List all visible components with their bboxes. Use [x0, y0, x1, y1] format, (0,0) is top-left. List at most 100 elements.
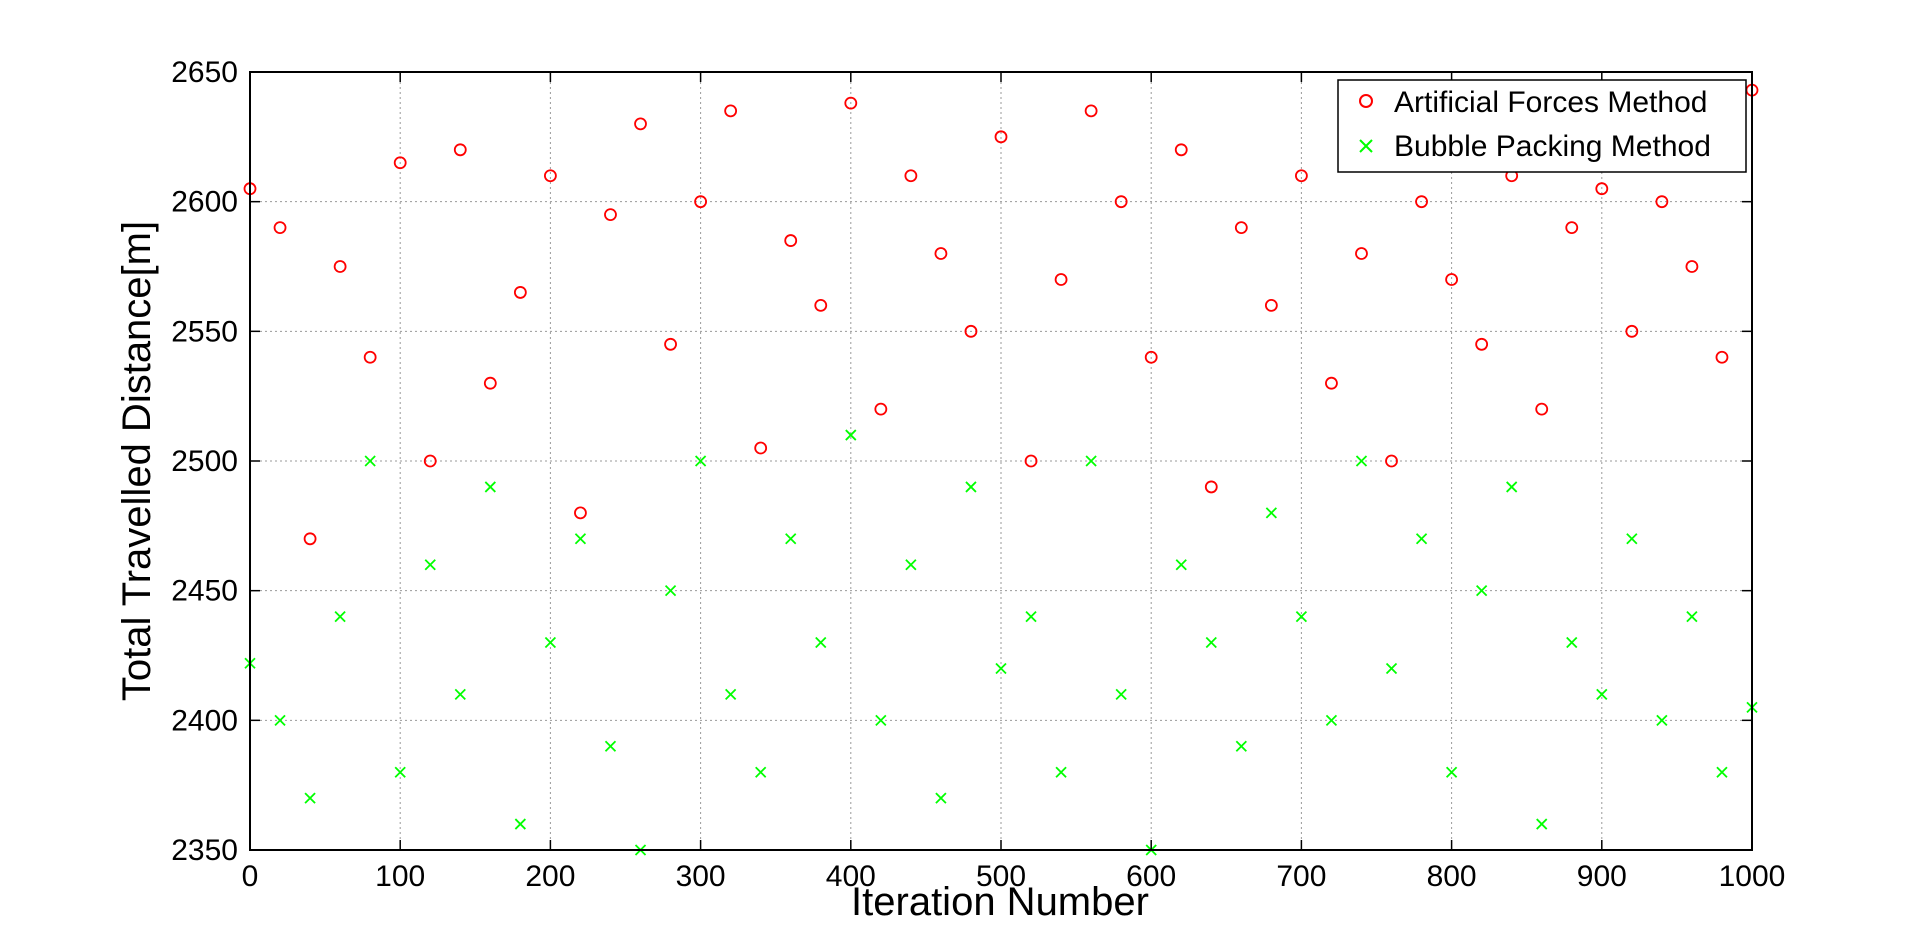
- data-point: [1656, 714, 1668, 726]
- data-point: [1655, 195, 1669, 209]
- data-point: [724, 104, 738, 118]
- data-point: [274, 714, 286, 726]
- y-tick-label: 2550: [171, 315, 238, 348]
- data-point: [423, 454, 437, 468]
- data-point: [1475, 337, 1489, 351]
- data-point: [1565, 221, 1579, 235]
- data-point: [333, 260, 347, 273]
- data-point: [1024, 454, 1038, 468]
- data-point: [1325, 376, 1338, 390]
- data-point: [1054, 273, 1068, 286]
- data-point: [453, 143, 467, 157]
- data-point: [454, 688, 466, 701]
- data-point: [755, 766, 767, 778]
- data-point: [935, 792, 947, 804]
- data-point: [1325, 714, 1338, 726]
- data-point: [904, 169, 918, 183]
- data-point: [844, 96, 858, 110]
- y-tick-label: 2400: [171, 704, 238, 737]
- data-point: [394, 766, 406, 778]
- data-point: [1685, 260, 1699, 273]
- data-point: [303, 532, 317, 546]
- data-point: [1115, 688, 1127, 701]
- series-layer: [243, 83, 1759, 856]
- data-point: [514, 818, 526, 830]
- data-point: [1686, 610, 1698, 623]
- data-point: [604, 740, 617, 752]
- data-point: [1295, 610, 1308, 623]
- x-tick-label: 300: [676, 860, 726, 893]
- data-point: [1084, 104, 1098, 118]
- data-point: [1355, 247, 1368, 260]
- y-tick-label: 2650: [171, 56, 238, 89]
- data-point: [664, 337, 677, 351]
- data-point: [393, 156, 407, 170]
- data-point: [1205, 636, 1217, 649]
- legend-marker-artificial-forces: [1359, 94, 1373, 108]
- data-point: [484, 481, 496, 493]
- data-point: [664, 585, 677, 597]
- data-point: [845, 429, 857, 441]
- data-point: [1355, 455, 1368, 467]
- legend-label-artificial-forces: Artificial Forces Method: [1394, 86, 1707, 119]
- data-point: [273, 221, 287, 235]
- data-point: [1566, 636, 1578, 649]
- y-tick-label: 2350: [171, 834, 238, 867]
- data-point: [544, 636, 557, 649]
- legend-label-bubble-packing: Bubble Packing Method: [1394, 130, 1711, 163]
- data-point: [1626, 533, 1638, 545]
- data-point: [1536, 818, 1548, 830]
- data-point: [364, 455, 376, 467]
- x-tick-label: 0: [242, 860, 259, 893]
- data-point: [604, 208, 617, 222]
- data-point: [424, 559, 436, 571]
- data-point: [1144, 350, 1158, 364]
- data-point: [694, 195, 707, 209]
- data-point: [784, 234, 798, 247]
- data-point: [1445, 273, 1458, 286]
- data-point: [513, 286, 527, 299]
- data-point: [994, 130, 1008, 144]
- y-tick-label: 2500: [171, 445, 238, 478]
- data-point: [964, 324, 978, 338]
- x-tick-label: 1000: [1719, 860, 1786, 893]
- data-point: [1265, 507, 1277, 519]
- data-point: [965, 481, 977, 493]
- data-point: [1415, 195, 1428, 209]
- data-point: [874, 402, 888, 416]
- y-axis-label: Total Travelled Distance[m]: [115, 221, 159, 701]
- x-tick-label: 800: [1427, 860, 1477, 893]
- data-point: [814, 298, 828, 312]
- data-point: [1264, 298, 1278, 312]
- legend-marker-bubble-packing: [1359, 139, 1373, 153]
- data-point: [544, 169, 557, 183]
- x-axis-label: Iteration Number: [851, 880, 1149, 924]
- data-point: [1595, 182, 1609, 196]
- data-point: [574, 506, 587, 520]
- x-tick-label: 600: [1126, 860, 1176, 893]
- data-point: [1295, 169, 1308, 183]
- data-point: [1385, 662, 1398, 675]
- series-artificial-forces: [243, 83, 1759, 546]
- x-tick-label: 900: [1577, 860, 1627, 893]
- data-point: [1506, 481, 1518, 493]
- y-tick-label: 2450: [171, 575, 238, 608]
- data-point: [815, 636, 827, 649]
- data-point: [934, 247, 948, 260]
- legend-box: [1337, 79, 1747, 173]
- data-point: [1234, 221, 1248, 235]
- data-point: [1055, 766, 1067, 778]
- data-point: [905, 559, 917, 571]
- data-point: [1175, 559, 1187, 571]
- data-point: [725, 688, 737, 701]
- data-point: [754, 441, 768, 455]
- data-point: [1415, 533, 1428, 545]
- data-point: [1476, 585, 1488, 597]
- data-point: [1114, 195, 1128, 209]
- x-tick-label: 400: [826, 860, 876, 893]
- data-point: [694, 455, 707, 467]
- data-point: [334, 610, 346, 623]
- x-tick-label: 700: [1276, 860, 1326, 893]
- data-point: [1085, 455, 1097, 467]
- data-point: [1716, 766, 1728, 778]
